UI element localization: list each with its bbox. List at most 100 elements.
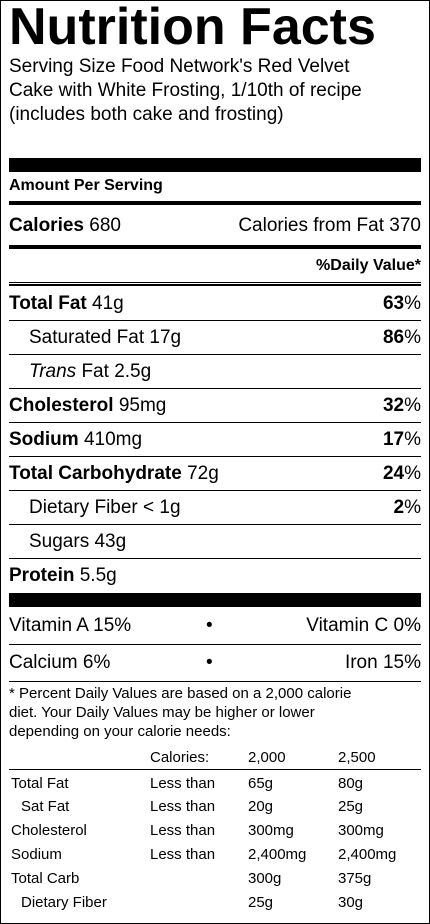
table-cell: 2,400mg: [338, 846, 397, 863]
percent-sign: %: [404, 293, 421, 314]
daily-value-header: %Daily Value*: [9, 257, 421, 289]
divider: [9, 456, 421, 457]
nutrient-amount: < 1g: [143, 497, 181, 518]
calories-from-fat-value: 370: [389, 215, 421, 236]
table-cell: 80g: [338, 775, 364, 792]
nutrient-label-italic: Trans: [29, 361, 77, 382]
divider: [9, 422, 421, 423]
thick-divider: [9, 158, 421, 172]
footnote-line: diet. Your Daily Values may be higher or…: [9, 704, 315, 721]
nutrient-amount: 72g: [187, 463, 219, 484]
table-cell: Total Fat: [11, 775, 69, 792]
nutrient-label: Dietary Fiber: [29, 497, 138, 518]
nutrient-label: Total Carbohydrate: [9, 463, 182, 484]
vitamin-c: Vitamin C 0%: [306, 615, 421, 636]
nutrient-amount: 2.5g: [114, 361, 152, 382]
footnote-line: * Percent Daily Values are based on a 2,…: [9, 685, 352, 702]
divider: [9, 524, 421, 525]
divider: [9, 282, 421, 283]
table-header-2500: 2,500: [338, 749, 376, 766]
percent-sign: %: [404, 429, 421, 450]
nutrient-amount: 41g: [92, 293, 124, 314]
table-cell: Less than: [150, 822, 216, 839]
table-cell: Cholesterol: [11, 822, 87, 839]
vitamin-row-2: Calcium 6% • Iron 15%: [9, 652, 421, 684]
nutrient-dv: 32: [382, 395, 405, 416]
serving-line: (includes both cake and frosting): [9, 104, 284, 125]
amount-per-serving: Amount Per Serving: [9, 177, 421, 209]
table-cell: 300g: [248, 870, 282, 887]
table-cell: 30g: [338, 894, 364, 911]
nutrient-label: Sodium: [9, 429, 79, 450]
nutrient-dv: 17: [382, 429, 405, 450]
nutrient-row-total-carbohydrate: Total Carbohydrate 72g 24%: [9, 463, 421, 495]
nutrient-row-cholesterol: Cholesterol 95mg 32%: [9, 395, 421, 427]
table-header-calories: Calories:: [150, 749, 210, 766]
divider: [9, 644, 421, 645]
calories-value: 680: [89, 215, 121, 236]
calories-from-fat-label: Calories from Fat: [238, 215, 385, 236]
thick-divider: [9, 593, 421, 607]
nutrient-amount: 43g: [94, 531, 127, 552]
table-cell: Less than: [150, 798, 216, 815]
table-cell: 375g: [338, 870, 372, 887]
nutrient-label: Sugars: [29, 531, 90, 552]
nutrient-label: Total Fat: [9, 293, 87, 314]
calories-row: Calories 680 Calories from Fat 370: [9, 215, 421, 247]
nutrient-dv: 86: [382, 327, 405, 348]
percent-sign: %: [404, 327, 421, 348]
nutrient-label: Fat: [81, 361, 109, 382]
table-cell: Dietary Fiber: [21, 894, 107, 911]
bullet-separator: •: [206, 615, 213, 636]
percent-sign: %: [404, 463, 421, 484]
vitamin-a: Vitamin A 15%: [9, 615, 132, 636]
divider: [9, 284, 421, 286]
table-cell: 300mg: [338, 822, 384, 839]
nutrient-label: Saturated Fat: [29, 327, 145, 348]
nutrient-dv: 63: [382, 293, 405, 314]
footnote: * Percent Daily Values are based on a 2,…: [9, 684, 423, 741]
divider: [9, 681, 421, 682]
table-cell: 20g: [248, 798, 274, 815]
nutrient-dv: 2: [393, 497, 405, 518]
nutrient-amount: 5.5g: [79, 565, 117, 586]
table-cell: 2,400mg: [248, 846, 307, 863]
percent-sign: %: [404, 497, 421, 518]
table-cell: 25g: [338, 798, 364, 815]
serving-size: Serving Size Food Network's Red Velvet C…: [9, 55, 419, 127]
bullet-separator: •: [206, 652, 213, 673]
table-cell: Less than: [150, 846, 216, 863]
calcium: Calcium 6%: [9, 652, 111, 673]
table-header-2000: 2,000: [248, 749, 286, 766]
nutrient-row-protein: Protein 5.5g: [9, 565, 421, 597]
nutrient-amount: 95mg: [118, 395, 167, 416]
medium-divider: [9, 245, 421, 249]
calories-label: Calories: [9, 215, 84, 236]
divider: [9, 320, 421, 321]
nutrient-row-total-fat: Total Fat 41g 63%: [9, 293, 421, 325]
vitamin-row-1: Vitamin A 15% • Vitamin C 0%: [9, 615, 421, 647]
amount-per-serving-text: Amount Per Serving: [9, 177, 163, 194]
nutrient-amount: 17g: [149, 327, 182, 348]
percent-sign: %: [404, 395, 421, 416]
table-cell: Less than: [150, 775, 216, 792]
divider: [9, 354, 421, 355]
serving-line: Cake with White Frosting, 1/10th of reci…: [9, 80, 362, 101]
nutrient-dv: 24: [382, 463, 405, 484]
nutrient-amount: 410mg: [83, 429, 143, 450]
table-cell: Sat Fat: [21, 798, 70, 815]
nutrient-row-trans-fat: Trans Fat 2.5g: [9, 361, 421, 393]
table-cell: Sodium: [11, 846, 62, 863]
divider: [9, 490, 421, 491]
divider: [9, 558, 421, 559]
divider: [9, 769, 421, 770]
medium-divider: [9, 201, 421, 205]
serving-line: Serving Size Food Network's Red Velvet: [9, 56, 350, 77]
footnote-line: depending on your calorie needs:: [9, 723, 231, 740]
table-cell: 300mg: [248, 822, 294, 839]
table-cell: Total Carb: [11, 870, 80, 887]
nutrient-row-sodium: Sodium 410mg 17%: [9, 429, 421, 461]
nutrient-row-dietary-fiber: Dietary Fiber < 1g 2%: [9, 497, 421, 529]
table-cell: 25g: [248, 894, 274, 911]
